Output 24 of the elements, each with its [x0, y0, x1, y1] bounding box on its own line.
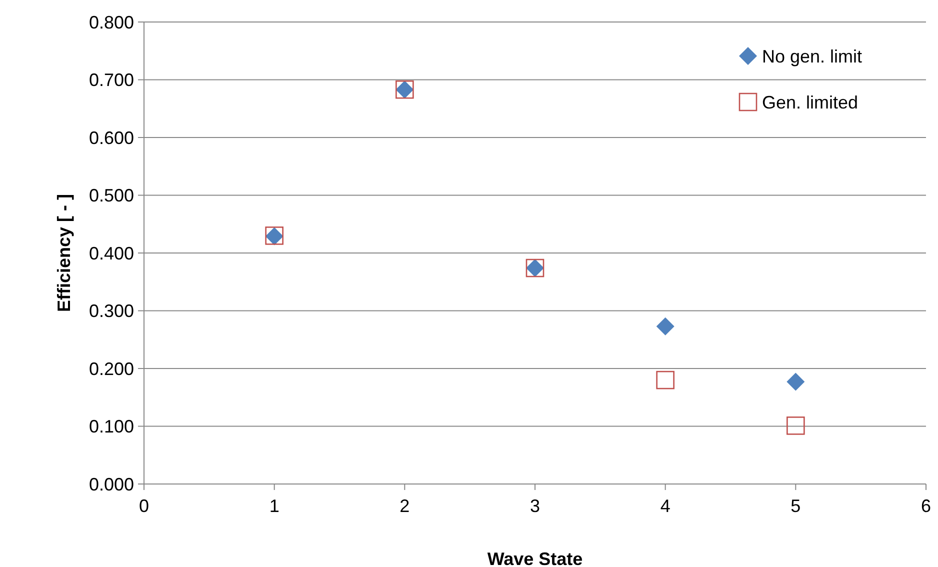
point: [786, 372, 805, 391]
x-tick-label: 4: [660, 496, 670, 516]
y-tick-label: 0.500: [88, 186, 134, 206]
y-tick-label: 0.200: [88, 358, 134, 379]
x-tick-label: 1: [269, 496, 280, 516]
y-tick-label: 0.600: [88, 128, 134, 148]
x-tick-label: 0: [138, 496, 150, 516]
point: [656, 370, 674, 390]
y-tick-label: 0.000: [88, 474, 134, 494]
point: [656, 317, 674, 336]
y-tick-label: 0.400: [88, 243, 134, 264]
x-tick-label: 2: [400, 496, 410, 516]
x-tick-label: 3: [530, 496, 540, 516]
y-axis-title: Efficiency [ - ]: [54, 194, 74, 312]
legend-label: Gen. limited: [762, 92, 858, 112]
point: [786, 416, 805, 435]
y-tick-label: 0.100: [88, 416, 134, 437]
y-tick-label: 0.700: [88, 70, 134, 90]
legend-label: No gen. limit: [762, 46, 862, 66]
y-tick-label: 0.300: [88, 301, 134, 322]
x-tick-label: 5: [790, 496, 801, 516]
x-axis-title: Wave State: [487, 549, 583, 567]
y-tick-label: 0.800: [88, 12, 134, 32]
x-tick-label: 6: [920, 496, 932, 516]
